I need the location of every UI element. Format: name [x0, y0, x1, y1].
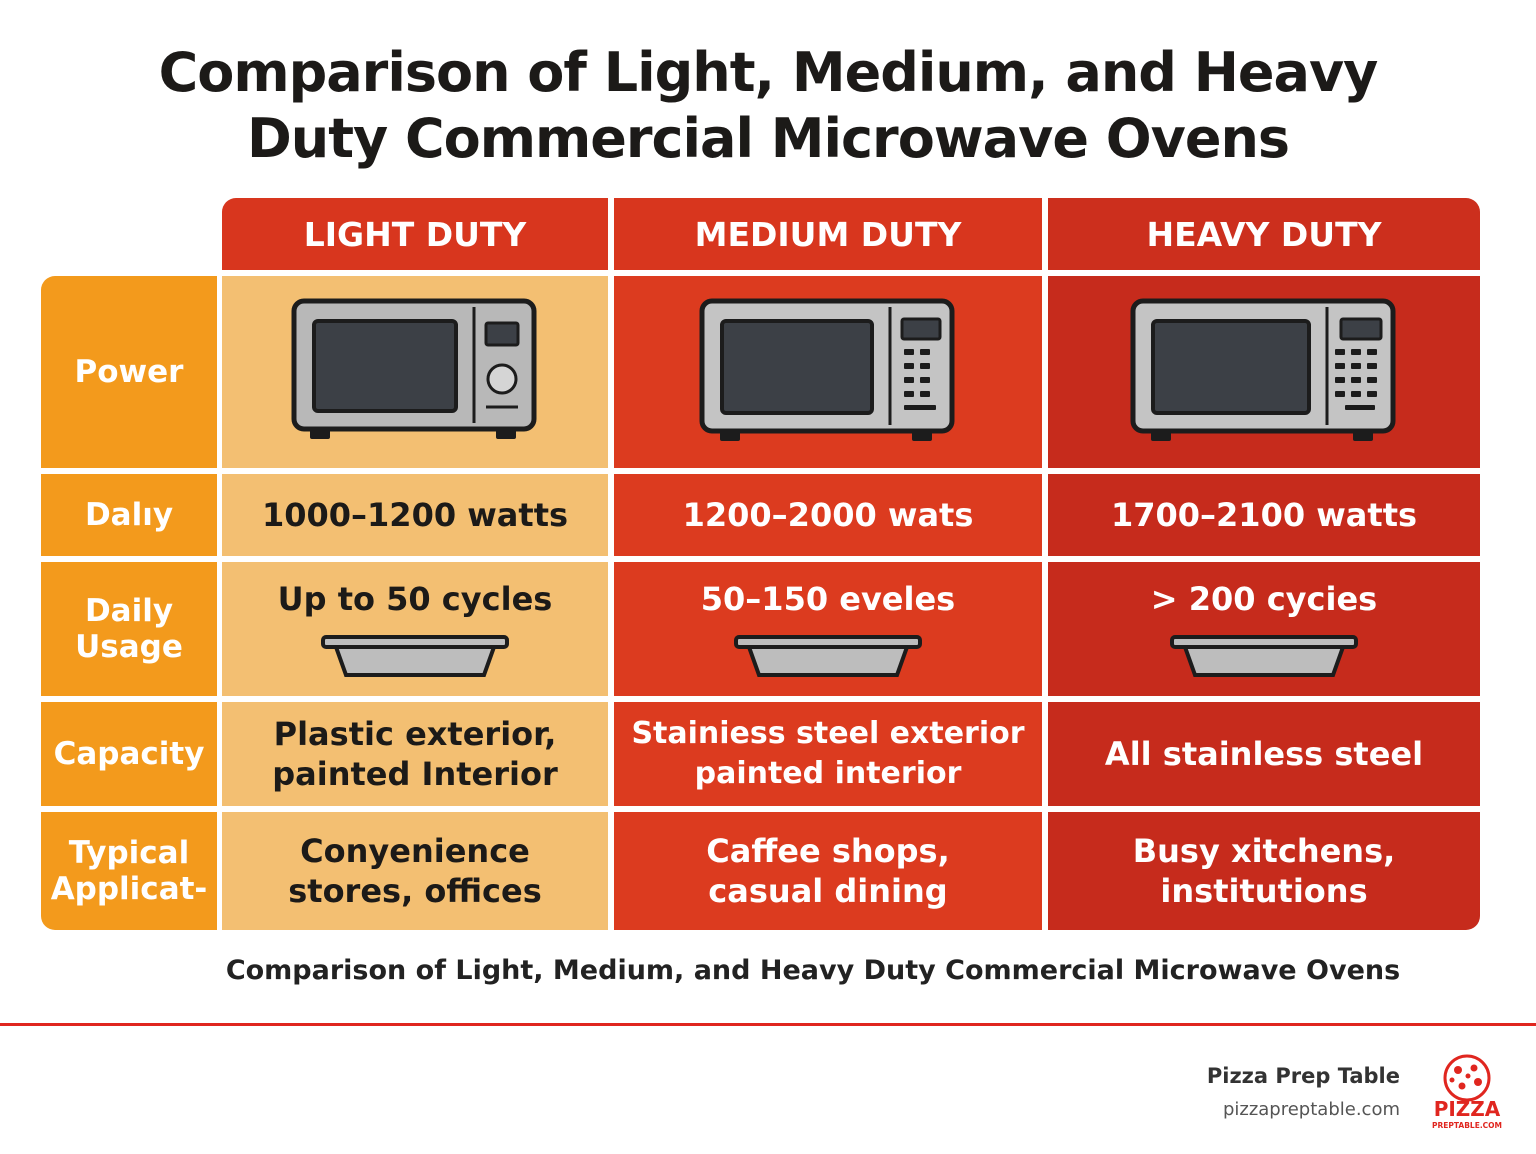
pizza-logo-icon: PIZZA PREPTABLE.COM — [1432, 1054, 1502, 1130]
light-capacity-line-2: painted Interior — [272, 755, 558, 793]
heavy-application-line-1: Busy xitchens, — [1132, 832, 1396, 870]
microwave-medium-icon — [699, 298, 955, 441]
row-header-power: Power — [41, 276, 217, 468]
light-application: Conyenience stores, offices — [222, 812, 608, 930]
row-header-application-line-2: Applicat- — [50, 871, 208, 907]
title-line-1: Comparison of Light, Medium, and Heavy — [158, 41, 1379, 104]
logo-wordmark: PIZZA — [1434, 1097, 1501, 1121]
tray-icon — [1170, 635, 1358, 677]
light-usage-cell: Up to 50 cycles — [222, 562, 608, 696]
heavy-watts: 1700–2100 watts — [1048, 474, 1480, 556]
medium-application-line-1: Caffee shops, — [706, 832, 950, 870]
comparison-table: LIGHT DUTY MEDIUM DUTY HEAVY DUTY Power — [41, 198, 1480, 930]
medium-capacity-line-1: Stainiess steel exterior — [631, 716, 1025, 751]
light-watts: 1000–1200 watts — [222, 474, 608, 556]
light-capacity: Plastic exterior, painted Interior — [222, 702, 608, 806]
heavy-power-cell — [1048, 276, 1480, 468]
column-header-heavy: HEAVY DUTY — [1048, 198, 1480, 270]
row-header-usage-line-2: Usage — [75, 629, 183, 665]
brand-url[interactable]: pizzapreptable.com — [1222, 1099, 1400, 1120]
heavy-usage: > 200 cycies — [1150, 580, 1378, 618]
tray-icon — [321, 635, 509, 677]
medium-capacity-line-2: painted interior — [694, 756, 962, 791]
medium-usage: 50–150 eveles — [700, 580, 956, 618]
page-title: Comparison of Light, Medium, and Heavy D… — [0, 40, 1536, 172]
brand-name: Pizza Prep Table — [1206, 1064, 1400, 1088]
light-application-line-1: Conyenience — [300, 832, 530, 870]
heavy-usage-cell: > 200 cycies — [1048, 562, 1480, 696]
heavy-capacity: All stainless steel — [1048, 702, 1480, 806]
medium-application-line-2: casual dining — [708, 872, 948, 910]
medium-power-cell — [614, 276, 1042, 468]
row-header-usage: Daily Usage — [41, 562, 217, 696]
figure-caption: Comparison of Light, Medium, and Heavy D… — [225, 955, 1401, 986]
row-header-application-line-1: Typical — [68, 835, 190, 871]
footer-divider — [0, 1023, 1536, 1026]
column-header-medium: MEDIUM DUTY — [614, 198, 1042, 270]
row-header-daily: Dalıy — [41, 474, 217, 556]
title-line-2: Duty Commercial Microwave Ovens — [246, 107, 1290, 170]
medium-usage-cell: 50–150 eveles — [614, 562, 1042, 696]
light-application-line-2: stores, offices — [288, 872, 542, 910]
microwave-heavy-icon — [1130, 298, 1396, 441]
heavy-application-line-2: institutions — [1160, 872, 1368, 910]
medium-watts: 1200–2000 wats — [614, 474, 1042, 556]
medium-capacity: Stainiess steel exterior painted interio… — [614, 702, 1042, 806]
light-capacity-line-1: Plastic exterior, — [273, 715, 557, 753]
row-header-usage-line-1: Daily — [84, 593, 174, 629]
light-usage: Up to 50 cycles — [277, 580, 553, 618]
row-header-application: Typical Applicat- — [41, 812, 217, 930]
medium-application: Caffee shops, casual dining — [614, 812, 1042, 930]
heavy-application: Busy xitchens, institutions — [1048, 812, 1480, 930]
row-header-capacity: Capacity — [41, 702, 217, 806]
tray-icon — [734, 635, 922, 677]
column-header-light: LIGHT DUTY — [222, 198, 608, 270]
microwave-light-icon — [291, 298, 537, 439]
logo-subtext: PREPTABLE.COM — [1432, 1121, 1502, 1130]
light-power-cell — [222, 276, 608, 468]
